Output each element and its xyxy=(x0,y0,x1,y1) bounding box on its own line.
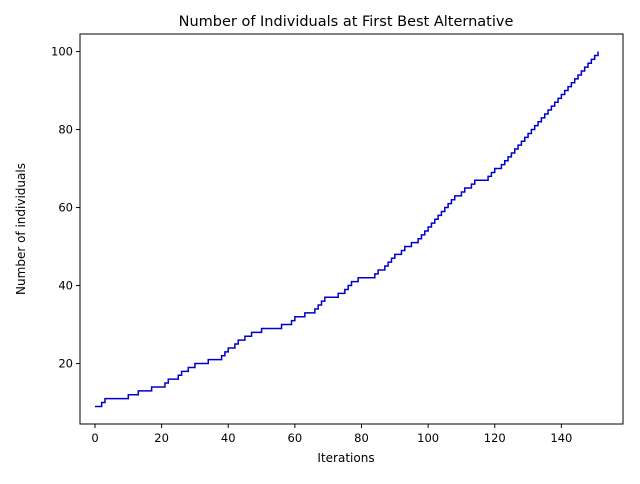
x-tick-label: 140 xyxy=(550,431,572,445)
x-tick-label: 0 xyxy=(91,431,98,445)
x-tick-label: 100 xyxy=(417,431,439,445)
x-tick-label: 40 xyxy=(221,431,236,445)
y-tick-label: 60 xyxy=(58,201,73,215)
chart-title: Number of Individuals at First Best Alte… xyxy=(179,14,514,30)
y-tick-label: 40 xyxy=(58,279,73,293)
series-line-0 xyxy=(94,51,599,408)
y-tick-label: 100 xyxy=(51,45,73,59)
y-axis-ticks: 20 40 60 80 100 xyxy=(51,45,80,371)
x-tick-label: 60 xyxy=(288,431,303,445)
x-tick-label: 120 xyxy=(484,431,506,445)
x-tick-label: 20 xyxy=(154,431,169,445)
x-axis-label: Iterations xyxy=(317,451,374,465)
x-tick-label: 80 xyxy=(354,431,369,445)
y-axis-label: Number of individuals xyxy=(14,163,28,295)
x-axis-ticks: 0 20 40 60 80 100 120 140 xyxy=(91,424,572,445)
plot-frame xyxy=(79,33,624,425)
y-tick-label: 20 xyxy=(58,357,73,371)
series-layer xyxy=(94,51,599,408)
y-tick-label: 80 xyxy=(58,123,73,137)
plot-area xyxy=(79,33,624,425)
